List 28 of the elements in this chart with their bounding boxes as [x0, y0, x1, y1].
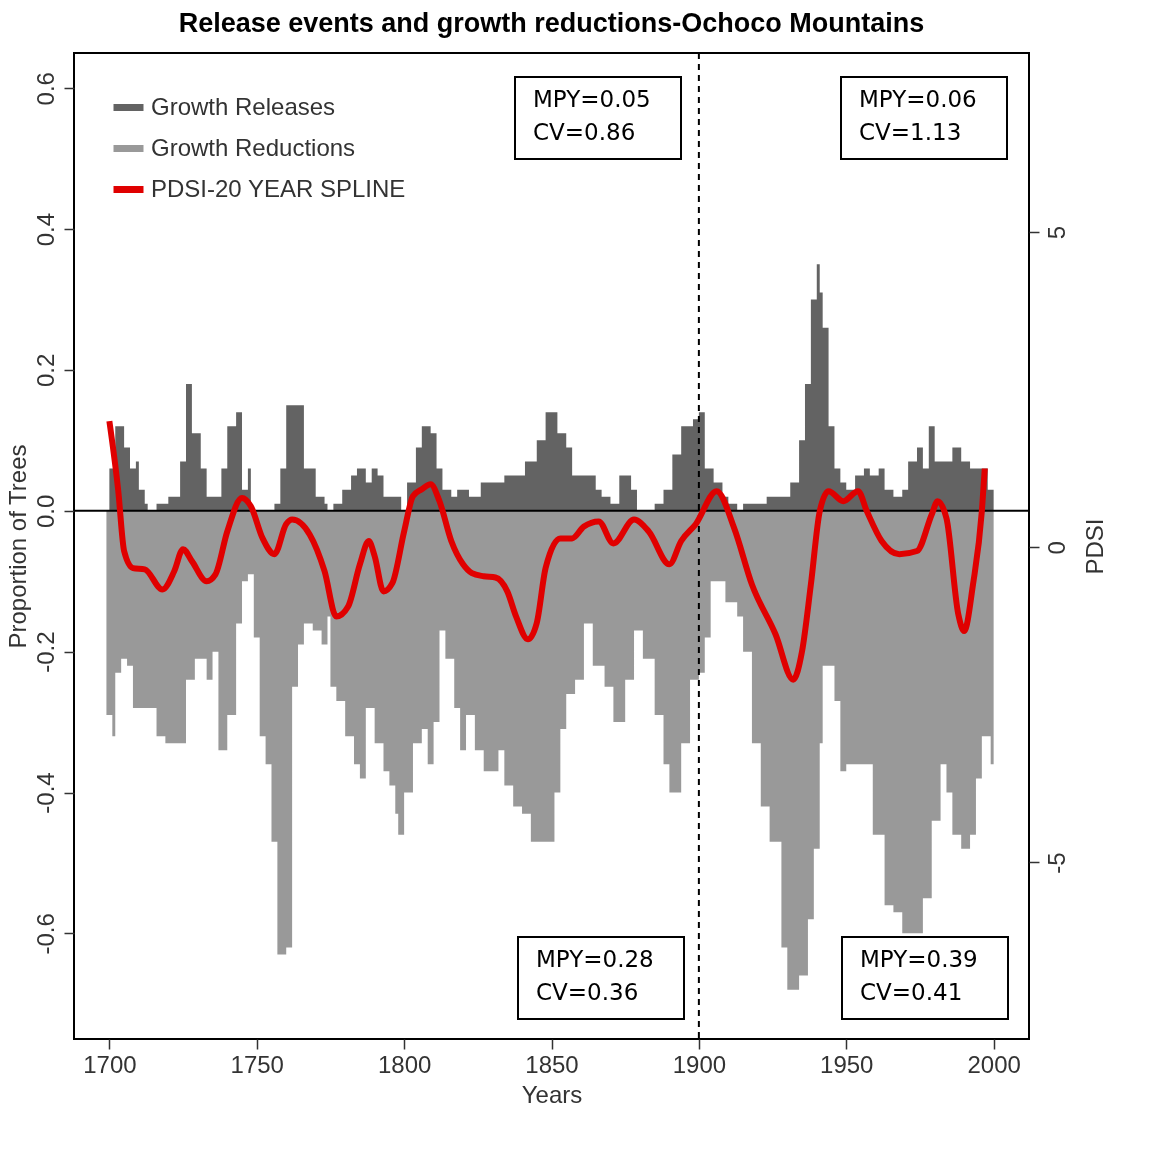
legend-label: Growth Reductions: [151, 133, 356, 161]
x-tick-label: 2000: [967, 1050, 1021, 1078]
legend-label: Growth Releases: [151, 92, 336, 120]
y-tick-label: 0.2: [31, 353, 59, 388]
x-tick-label: 1750: [230, 1050, 284, 1078]
y-tick-label: -0.2: [31, 631, 59, 673]
y2-tick-label: -5: [1042, 852, 1070, 874]
annotation: MPY=0.28 CV=0.36: [536, 946, 654, 1005]
y-tick-label: -0.4: [31, 772, 59, 814]
y-axis-title: Proportion of Trees: [3, 444, 31, 649]
annotation: MPY=0.05 CV=0.86: [533, 86, 651, 145]
annotation: MPY=0.39 CV=0.41: [860, 946, 978, 1005]
legend-label: PDSI-20 YEAR SPLINE: [151, 174, 406, 202]
chart-title: Release events and growth reductions-Ochoco Mountains: [178, 8, 925, 38]
y2-tick-label: 0: [1042, 541, 1070, 555]
x-tick-label: 1850: [525, 1050, 579, 1078]
y2-tick-label: 5: [1042, 225, 1070, 240]
x-tick-label: 1800: [377, 1050, 432, 1078]
y-tick-label: 0.6: [31, 72, 59, 106]
y2-axis-title: PDSI: [1080, 518, 1108, 575]
annotation: MPY=0.06 CV=1.13: [859, 86, 977, 145]
x-tick-label: 1950: [820, 1050, 874, 1078]
y-tick-label: -0.6: [31, 913, 59, 955]
x-tick-label: 1900: [672, 1050, 727, 1078]
x-axis-title: Years: [521, 1080, 583, 1108]
y-tick-label: 0.0: [31, 494, 59, 528]
x-tick-label: 1700: [83, 1050, 137, 1078]
y-tick-label: 0.4: [31, 212, 59, 247]
